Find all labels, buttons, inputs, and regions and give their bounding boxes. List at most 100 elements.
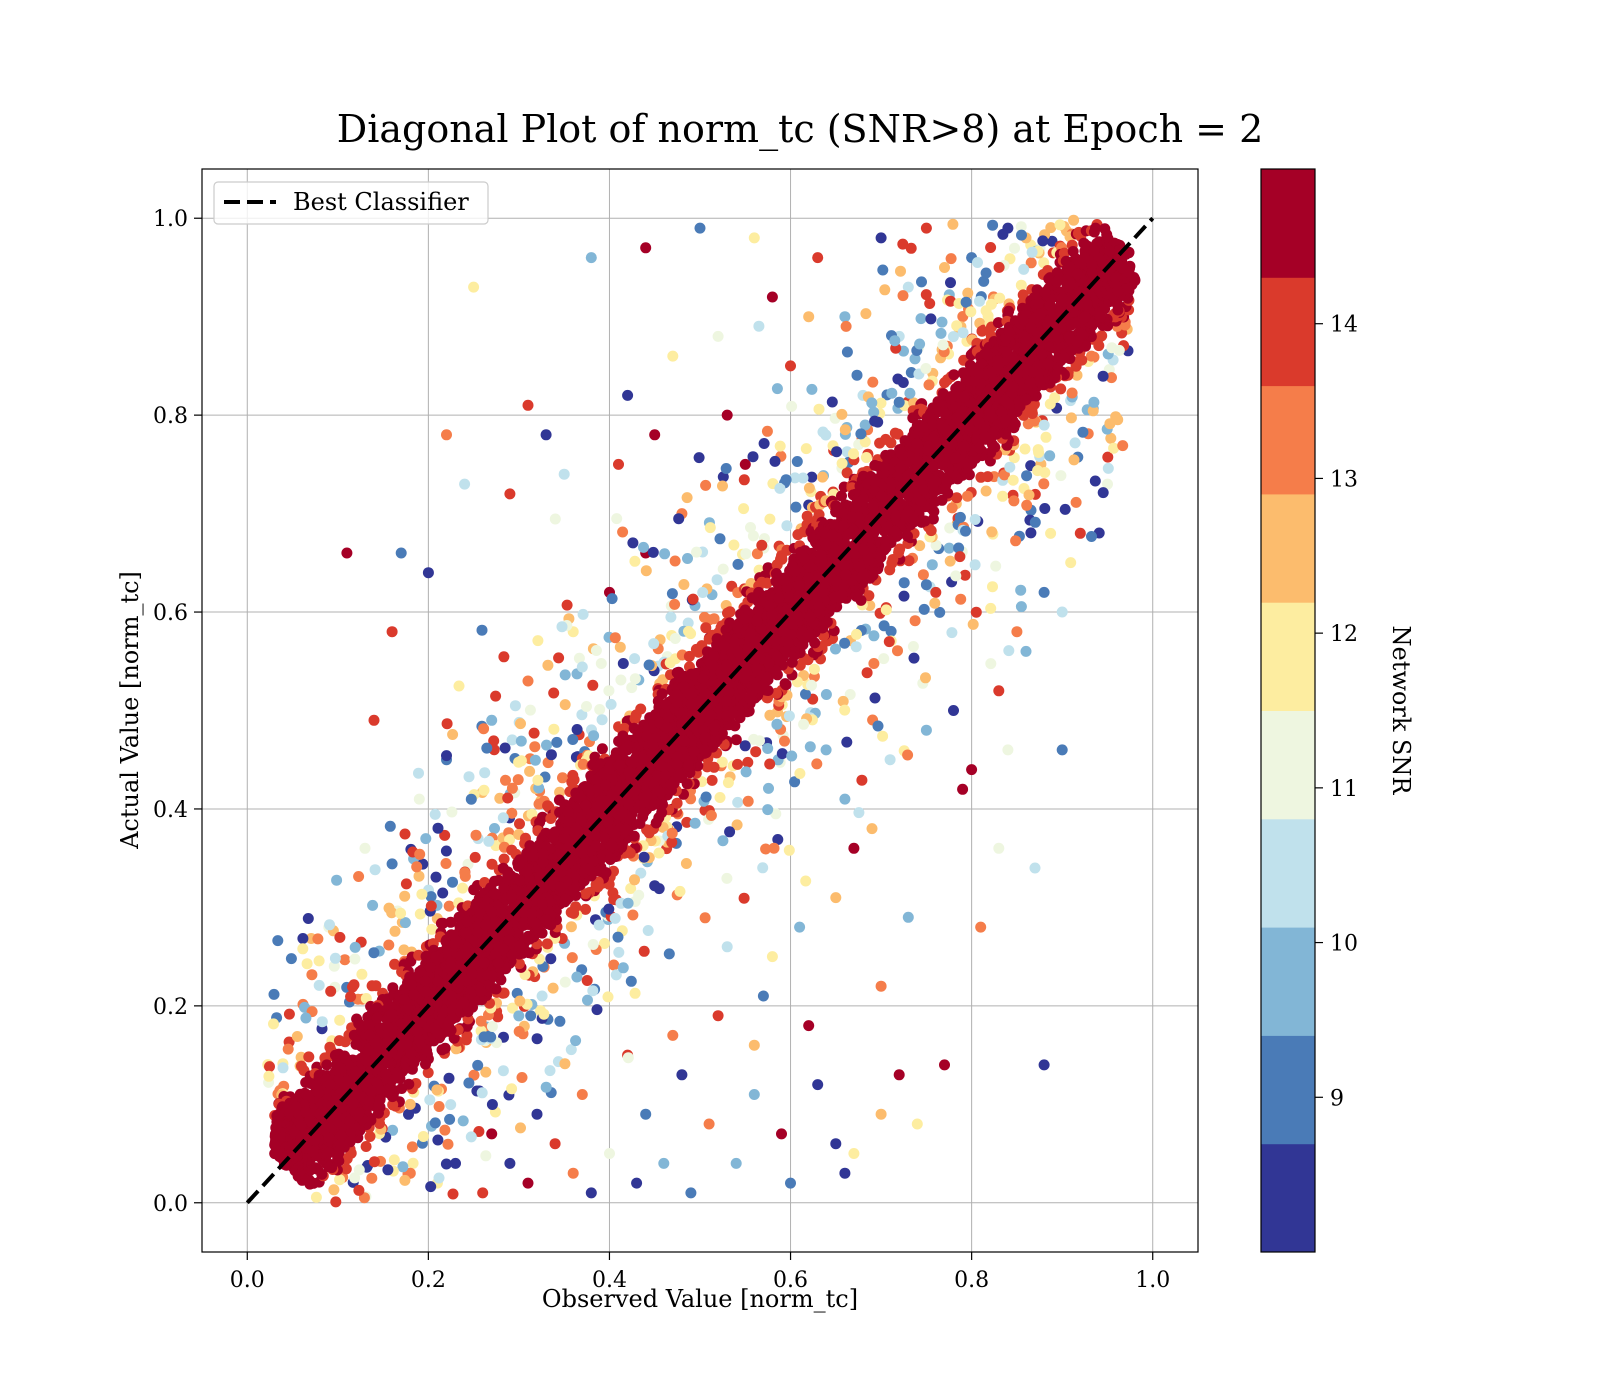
data-point (1049, 392, 1061, 404)
data-point (930, 539, 942, 551)
data-point (800, 688, 811, 700)
data-point (638, 851, 650, 863)
data-point (944, 522, 956, 534)
data-point (1046, 235, 1058, 247)
data-point (836, 490, 847, 502)
data-point (724, 606, 736, 618)
data-point (994, 292, 1006, 304)
data-point (771, 559, 783, 571)
data-point (383, 939, 395, 951)
data-point (669, 633, 681, 644)
data-point (334, 1174, 346, 1186)
chart-title: Diagonal Plot of norm_tc (SNR>8) at Epoc… (337, 107, 1264, 152)
data-point (568, 774, 580, 786)
data-point (577, 758, 589, 770)
data-point (366, 1172, 378, 1184)
data-point (422, 1067, 434, 1079)
data-point (468, 884, 480, 896)
data-point (328, 1184, 340, 1196)
data-point (443, 900, 455, 912)
data-point (303, 1051, 315, 1063)
data-point (946, 502, 958, 514)
data-point (894, 543, 906, 555)
data-point (580, 888, 591, 900)
data-point (748, 733, 760, 745)
data-point (403, 1108, 414, 1120)
data-point (565, 921, 577, 933)
data-point (629, 713, 641, 725)
data-point (387, 1099, 399, 1111)
data-point (370, 980, 382, 992)
data-point (405, 955, 417, 967)
data-point (443, 1072, 455, 1084)
data-point (1017, 289, 1029, 301)
data-point (948, 369, 960, 381)
data-point (310, 1191, 322, 1203)
data-point (404, 1098, 416, 1110)
data-point (625, 883, 637, 894)
data-point (808, 663, 820, 675)
data-point (701, 761, 713, 773)
data-point (580, 903, 591, 915)
data-point (693, 646, 704, 658)
data-point (859, 436, 871, 448)
data-point (917, 569, 929, 581)
data-point (330, 1196, 342, 1208)
data-point (425, 891, 437, 903)
data-point (671, 797, 683, 809)
data-point (1045, 222, 1057, 234)
data-point (444, 1113, 456, 1125)
data-point (548, 723, 560, 735)
data-point (494, 792, 506, 804)
data-point (750, 746, 762, 758)
scatter-points (262, 214, 1141, 1208)
data-point (277, 1062, 289, 1074)
data-point (498, 853, 510, 865)
data-point (387, 1124, 399, 1136)
data-point (764, 709, 776, 721)
data-point (992, 317, 1004, 329)
data-point (486, 858, 498, 870)
data-point (592, 876, 604, 888)
data-point (1015, 279, 1027, 291)
data-point (962, 490, 973, 502)
data-point (489, 823, 500, 834)
data-point (716, 756, 728, 768)
data-point (1071, 369, 1083, 381)
data-point (364, 1131, 376, 1142)
data-point (739, 740, 751, 752)
data-point (790, 501, 802, 513)
data-point (926, 559, 938, 571)
data-point (706, 774, 718, 786)
data-point (436, 1044, 448, 1056)
data-point (524, 765, 536, 777)
data-point (923, 379, 935, 391)
data-point (513, 958, 525, 970)
data-point (975, 471, 987, 483)
data-point (703, 633, 715, 645)
data-point (875, 397, 887, 409)
data-point (514, 818, 525, 830)
data-point (407, 1157, 419, 1169)
data-point (841, 467, 853, 479)
data-point (839, 637, 851, 649)
data-point (761, 577, 773, 589)
data-point (914, 540, 926, 552)
data-point (683, 650, 695, 662)
data-point (570, 901, 582, 913)
data-point (830, 643, 841, 655)
data-point (909, 353, 921, 365)
data-point (682, 617, 694, 629)
data-point (1068, 214, 1080, 226)
data-point (806, 471, 818, 483)
data-point (1086, 350, 1097, 362)
data-point (1088, 226, 1100, 238)
data-point (680, 858, 692, 869)
data-point (545, 813, 557, 824)
data-point (340, 1163, 352, 1175)
data-point (779, 678, 791, 690)
data-point (475, 1015, 487, 1027)
data-point (557, 772, 568, 784)
data-point (892, 428, 904, 440)
